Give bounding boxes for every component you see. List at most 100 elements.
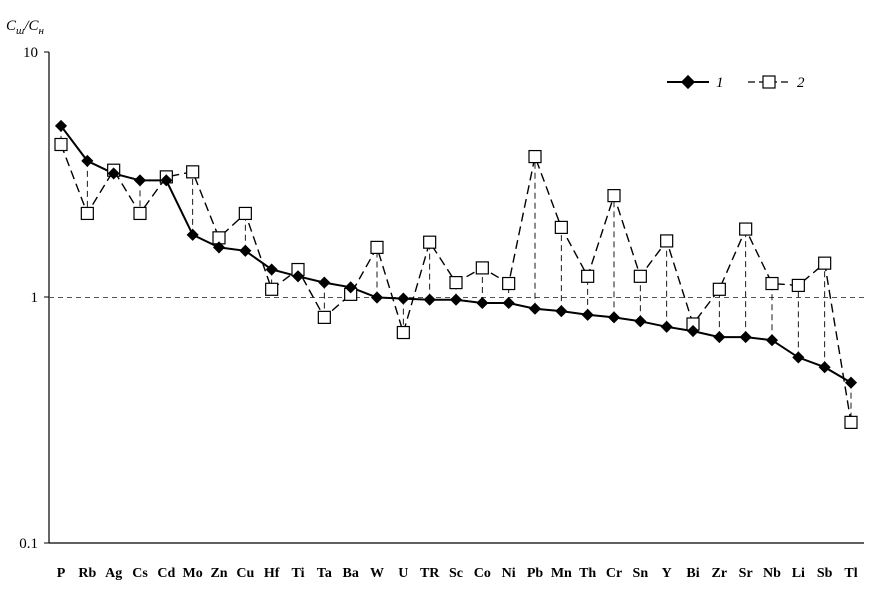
x-tick-label-Cr: Cr	[606, 566, 622, 581]
series-1-point-Cr	[607, 311, 621, 324]
y-axis-title: Cш/Cн	[6, 18, 45, 37]
x-tick-label-Cs: Cs	[132, 566, 148, 581]
x-tick-label-Hf: Hf	[264, 566, 280, 581]
series-2-point-Sc	[449, 275, 463, 290]
series-markers	[54, 119, 858, 429]
y-tick-labels: 10 1 0.1	[19, 45, 38, 552]
series-1-point-Sn	[634, 315, 647, 328]
x-tick-label-Nb: Nb	[763, 566, 781, 581]
x-tick-label-Cu: Cu	[236, 566, 254, 581]
legend-label-series-1: 1	[716, 75, 724, 91]
series-2-point-Mo	[186, 165, 200, 179]
series-2-point-W	[370, 240, 384, 254]
x-tick-label-P: P	[57, 566, 66, 581]
series-connectors	[60, 125, 852, 423]
x-tick-label-Th: Th	[579, 566, 596, 581]
x-tick-label-Tl: Tl	[844, 566, 857, 581]
series-1-point-Tl	[844, 376, 858, 389]
series-2-point-Th	[581, 269, 595, 283]
series-1-point-Mo	[186, 228, 199, 241]
series-2-point-Sn	[633, 269, 647, 283]
x-tick-label-Ti: Ti	[292, 566, 305, 581]
series-1-point-U	[397, 292, 410, 305]
series-2-point-Rb	[80, 206, 94, 221]
x-tick-label-Cd: Cd	[157, 566, 175, 581]
series-2-point-Sb	[818, 256, 832, 270]
series-2-point-Mn	[554, 220, 568, 234]
series-1-point-Nb	[765, 334, 779, 347]
series-2-point-Co	[475, 261, 489, 275]
series-2-point-Nb	[765, 276, 779, 291]
series-2-point-Cr	[607, 189, 621, 203]
series-1-point-Mn	[555, 305, 568, 318]
y-axis-title-slash: /	[23, 18, 30, 34]
y-tick-marks	[44, 51, 49, 544]
series-1-point-Ag	[107, 167, 120, 180]
series-1-point-Th	[581, 308, 594, 321]
x-tick-label-Pb: Pb	[527, 566, 544, 581]
x-tick-label-U: U	[398, 566, 408, 581]
series-1-point-Zn	[212, 241, 226, 254]
x-tick-label-Mn: Mn	[551, 566, 572, 581]
series-1-point-Zr	[713, 330, 726, 344]
series-1-point-Y	[660, 320, 673, 333]
series-1-point-Sb	[818, 361, 831, 374]
x-tick-label-Sn: Sn	[633, 566, 649, 581]
series-1-point-Hf	[265, 263, 278, 276]
series-2-point-Y	[660, 234, 674, 248]
y-tick-label-1: 1	[31, 290, 39, 306]
x-tick-label-Ni: Ni	[502, 566, 516, 581]
series-1-line	[60, 125, 852, 384]
series-1-point-Cu	[239, 244, 252, 257]
series-1-point-P	[54, 119, 68, 132]
series-1-point-W	[370, 291, 384, 304]
x-tick-label-Rb: Rb	[78, 566, 96, 581]
x-tick-label-Li: Li	[792, 566, 805, 581]
x-tick-label-Ta: Ta	[317, 566, 332, 581]
series-1-point-Cs	[133, 174, 147, 187]
series-2-point-TR	[423, 235, 437, 249]
series-2-point-Cu	[238, 206, 252, 221]
series-1-point-Ba	[344, 281, 357, 294]
series-2-point-Zr	[712, 282, 726, 296]
x-tick-label-Sb: Sb	[817, 566, 833, 581]
x-tick-label-Y: Y	[662, 566, 672, 581]
series-2-point-Li	[791, 278, 805, 293]
legend-marker-series-2	[762, 75, 776, 89]
series-2-point-Sr	[739, 222, 753, 236]
legend-marker-series-1	[680, 74, 696, 90]
series-1-point-Li	[792, 351, 805, 364]
x-tick-label-Mo: Mo	[183, 566, 203, 581]
series-1-point-Bi	[686, 324, 700, 338]
series-2-point-U	[396, 325, 410, 340]
x-tick-label-Zn: Zn	[210, 566, 227, 581]
series-2-point-Tl	[844, 415, 858, 429]
series-2-point-Cs	[133, 206, 147, 221]
x-tick-labels: P Rb Ag Cs Cd Mo Zn Cu Hf Ti Ta Ba W U TR Sc Co Ni Pb Mn Th C…	[57, 566, 858, 581]
series-2-point-Hf	[265, 282, 279, 296]
y-tick-label-0.1: 0.1	[19, 536, 38, 552]
series-1-point-Sc	[449, 293, 463, 306]
y-tick-label-10: 10	[23, 45, 38, 61]
x-tick-label-Ba: Ba	[342, 566, 358, 581]
series-2-point-Ni	[502, 276, 516, 291]
series-1-point-Ni	[502, 296, 515, 310]
series-1-point-TR	[423, 293, 436, 306]
legend-label-series-2: 2	[797, 75, 805, 91]
series-1-point-Cd	[160, 174, 173, 187]
series-2-point-Ta	[317, 310, 331, 324]
x-tick-label-W: W	[370, 566, 384, 581]
series-1-point-Rb	[81, 154, 94, 167]
x-tick-label-Ag: Ag	[105, 566, 122, 581]
y-axis-title-sub-left: ш	[16, 25, 24, 37]
series-2-point-P	[54, 137, 68, 152]
x-tick-label-Zr: Zr	[712, 566, 728, 581]
series-1-point-Co	[476, 296, 489, 310]
series-1-point-Ti	[291, 270, 305, 283]
y-axis-title-main-right: C	[29, 18, 40, 34]
series-2-point-Pb	[528, 149, 542, 164]
x-tick-label-Co: Co	[474, 566, 491, 581]
x-tick-label-Sr: Sr	[739, 566, 753, 581]
x-tick-label-TR: TR	[420, 566, 440, 581]
